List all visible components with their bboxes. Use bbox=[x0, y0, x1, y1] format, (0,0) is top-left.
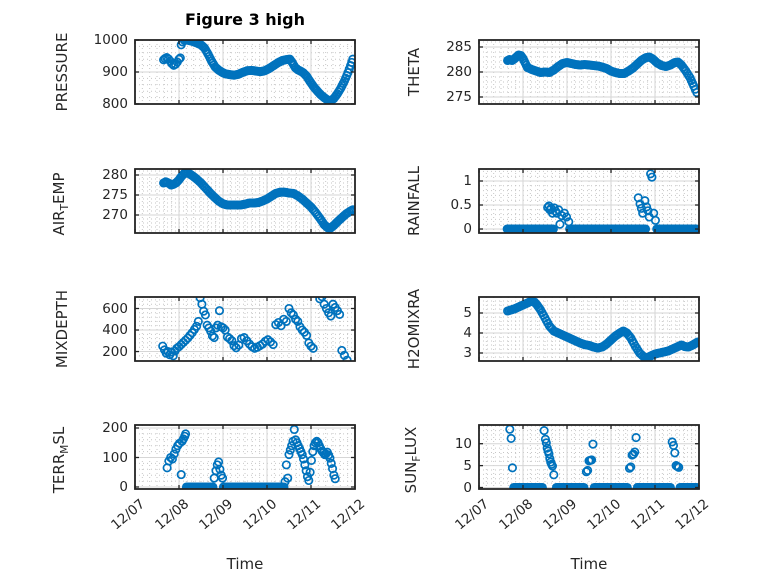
axis-box bbox=[134, 168, 356, 234]
tick-marks bbox=[134, 297, 356, 361]
minor-grid bbox=[479, 169, 699, 233]
axis-box bbox=[478, 296, 700, 362]
plot-area-air-temp bbox=[134, 168, 356, 234]
plot-area-pressure bbox=[134, 39, 356, 105]
axis-box bbox=[478, 168, 700, 234]
x-tick-label: 12/11 bbox=[628, 496, 669, 534]
x-tick-label: 12/11 bbox=[284, 496, 325, 534]
y-tick-label: 5 bbox=[463, 305, 472, 321]
plot-area-sun-flux bbox=[478, 424, 700, 490]
plot-area-theta bbox=[478, 39, 700, 105]
axis-box bbox=[478, 424, 700, 490]
y-tick-label: 3 bbox=[463, 345, 472, 361]
y-tick-label: 200 bbox=[102, 343, 128, 360]
data-markers bbox=[162, 425, 340, 489]
x-axis-label: Time bbox=[570, 555, 608, 573]
x-tick-label: 12/09 bbox=[196, 496, 237, 534]
y-tick-label: 280 bbox=[446, 64, 472, 80]
y-tick-label: 1 bbox=[463, 173, 472, 189]
y-tick-label: 270 bbox=[102, 207, 128, 223]
x-tick-label: 12/12 bbox=[328, 496, 369, 534]
data-markers bbox=[503, 297, 699, 361]
y-tick-label: 10 bbox=[454, 435, 472, 452]
y-tick-label: 4 bbox=[463, 325, 472, 341]
plot-area-h2omixra bbox=[478, 296, 700, 362]
data-markers bbox=[159, 40, 355, 104]
y-tick-label: 275 bbox=[446, 89, 472, 105]
plot-area-mixdepth bbox=[134, 296, 356, 362]
y-tick-label: 400 bbox=[102, 322, 128, 339]
y-tick-label: 1000 bbox=[93, 32, 128, 48]
data-markers bbox=[158, 297, 352, 361]
y-axis-label-terr-msl: TERRMSL bbox=[50, 426, 71, 494]
tick-marks bbox=[478, 297, 700, 361]
tick-marks bbox=[478, 169, 700, 233]
y-tick-label: 600 bbox=[102, 300, 128, 317]
y-tick-label: 200 bbox=[102, 420, 128, 436]
y-tick-label: 285 bbox=[446, 39, 472, 55]
data-markers bbox=[159, 169, 355, 233]
x-tick-label: 12/12 bbox=[672, 496, 713, 534]
x-tick-label: 12/08 bbox=[152, 496, 193, 534]
y-tick-label: 0 bbox=[463, 221, 472, 237]
tick-marks bbox=[478, 40, 700, 104]
tick-marks bbox=[134, 169, 356, 233]
tick-marks bbox=[134, 39, 356, 105]
x-tick-label: 12/10 bbox=[584, 496, 625, 534]
plot-area-terr-msl bbox=[134, 424, 356, 490]
y-tick-label: 800 bbox=[102, 96, 128, 112]
figure-title: Figure 3 high bbox=[185, 10, 305, 29]
x-tick-label: 12/08 bbox=[496, 496, 537, 534]
data-markers bbox=[502, 169, 699, 233]
plot-area-rainfall bbox=[478, 168, 700, 234]
tick-marks bbox=[134, 425, 356, 489]
axis-box bbox=[134, 296, 356, 362]
x-axis-label: Time bbox=[226, 555, 264, 573]
y-tick-label: 275 bbox=[102, 187, 128, 203]
y-tick-label: 900 bbox=[102, 64, 128, 80]
y-tick-label: 100 bbox=[102, 449, 128, 466]
tick-marks bbox=[478, 425, 700, 489]
y-tick-label: 5 bbox=[463, 457, 472, 474]
x-tick-label: 12/09 bbox=[540, 496, 581, 534]
x-tick-label: 12/07 bbox=[108, 496, 149, 534]
data-markers bbox=[505, 425, 699, 489]
x-tick-label: 12/07 bbox=[452, 496, 493, 534]
y-axis-label-sun-flux: SUNFLUX bbox=[402, 426, 423, 494]
data-markers bbox=[503, 50, 699, 98]
major-grid bbox=[479, 40, 699, 104]
y-tick-label: 0.5 bbox=[450, 197, 472, 213]
x-tick-label: 12/10 bbox=[240, 496, 281, 534]
y-tick-label: 280 bbox=[102, 167, 128, 183]
y-tick-label: 0 bbox=[463, 479, 472, 496]
y-tick-label: 0 bbox=[119, 478, 128, 495]
